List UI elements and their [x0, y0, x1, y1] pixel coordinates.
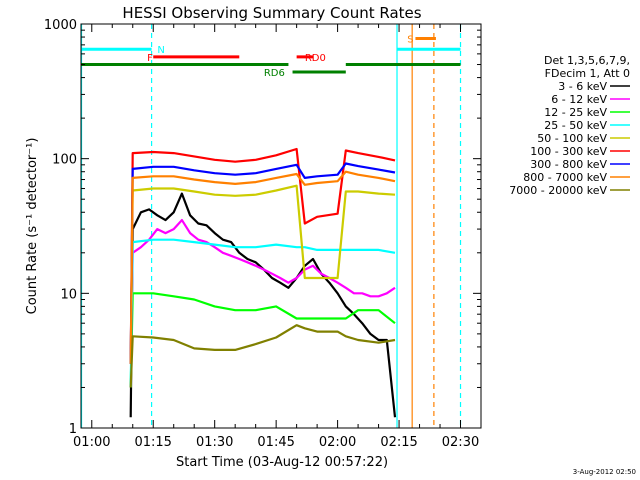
- series-line-5: [129, 147, 396, 364]
- series-line-3: [129, 238, 396, 388]
- flag-label-5: RD0: [305, 53, 326, 64]
- series-line-8: [129, 324, 396, 388]
- timestamp: 3-Aug-2012 02:50: [573, 468, 636, 476]
- legend-label-6: 300 - 800 keV: [530, 158, 607, 171]
- legend-label-7: 800 - 7000 keV: [523, 171, 607, 184]
- x-tick-label-2: 01:30: [196, 435, 233, 450]
- legend-label-1: 6 - 12 keV: [551, 93, 607, 106]
- flag-label-6: S: [407, 35, 413, 46]
- flags-layer: NF RD6 RD0 S: [81, 35, 461, 79]
- x-tick-label-4: 02:00: [319, 435, 356, 450]
- x-axis-label: Start Time (03-Aug-12 00:57:22): [176, 455, 388, 470]
- plot-frame: [80, 23, 482, 429]
- flag-label-2: F: [147, 53, 153, 64]
- y-tick-label-3: 1000: [44, 18, 77, 33]
- flag-label-1: N: [157, 45, 164, 56]
- y-tick-label-1: 10: [60, 287, 77, 302]
- axis-ticks: 1 10 100 1000 01:00 01:15 01:30 01:45 02:00 02:15…: [44, 18, 482, 450]
- x-tick-label-5: 02:15: [380, 435, 417, 450]
- legend-label-5: 100 - 300 keV: [530, 145, 607, 158]
- y-tick-label-2: 100: [52, 153, 77, 168]
- legend-label-8: 7000 - 20000 keV: [509, 184, 607, 197]
- series-line-7: [129, 170, 396, 364]
- series-layer: [129, 147, 397, 418]
- y-axis-label: Count Rate (s⁻¹ detector⁻¹): [25, 138, 40, 315]
- x-tick-label-3: 01:45: [257, 435, 294, 450]
- legend-label-3: 25 - 50 keV: [544, 119, 607, 132]
- legend-label-0: 3 - 6 keV: [558, 80, 607, 93]
- chart-title: HESSI Observing Summary Count Rates: [122, 4, 421, 22]
- legend-label-4: 50 - 100 keV: [537, 132, 607, 145]
- series-line-0: [129, 192, 397, 418]
- legend-header-0: Det 1,3,5,6,7,9,: [544, 54, 630, 67]
- series-line-2: [129, 292, 396, 388]
- x-tick-label-6: 02:30: [442, 435, 479, 450]
- legend: Det 1,3,5,6,7,9,FDecim 1, Att 03 - 6 keV…: [509, 54, 630, 197]
- x-tick-label-0: 01:00: [73, 435, 110, 450]
- series-line-1: [129, 219, 396, 364]
- flag-label-4: RD6: [264, 68, 285, 79]
- series-line-6: [129, 162, 396, 364]
- x-tick-label-1: 01:15: [134, 435, 171, 450]
- series-line-4: [129, 184, 396, 364]
- vertical-markers: [80, 24, 462, 428]
- legend-label-2: 12 - 25 keV: [544, 106, 607, 119]
- legend-header-1: FDecim 1, Att 0: [545, 67, 630, 80]
- y-tick-label-0: 1: [69, 422, 77, 437]
